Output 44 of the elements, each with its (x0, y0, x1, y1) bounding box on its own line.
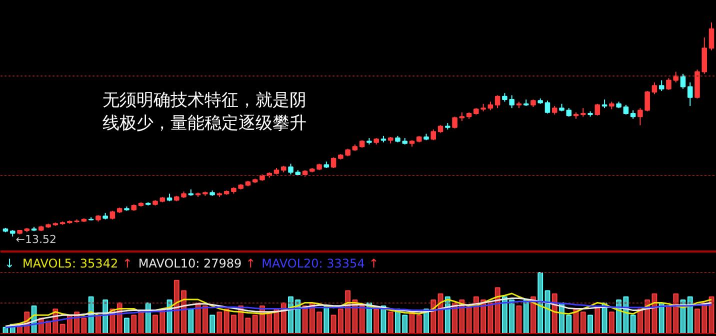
bar (580, 312, 586, 334)
candlestick (544, 100, 550, 114)
bar (124, 318, 130, 334)
bar (516, 306, 522, 334)
candlestick (288, 163, 294, 175)
text: ↑ (368, 256, 379, 270)
candlestick (702, 36, 708, 74)
bar (687, 296, 693, 334)
candlestick (687, 82, 693, 106)
text: MAVOL5: 35342 (22, 256, 118, 270)
candlestick (330, 156, 336, 169)
text: ↑ (246, 256, 256, 270)
annotation: 线极少，量能稳定逐级攀升 (102, 114, 306, 134)
bar (588, 314, 593, 334)
candlestick (708, 22, 714, 51)
bar (608, 312, 614, 334)
candlestick (430, 129, 436, 141)
candlestick (652, 82, 658, 95)
candlestick (658, 80, 664, 92)
annotation: 无须明确技术特征，就是阴 (102, 90, 306, 110)
candlestick (594, 103, 600, 116)
annotation: ←13.52 (16, 233, 56, 246)
bar (658, 302, 664, 334)
bar (374, 308, 380, 334)
bar (359, 306, 365, 334)
candlestick (494, 94, 500, 109)
bar (630, 314, 636, 334)
bar (210, 314, 216, 334)
candlestick (623, 104, 629, 116)
bar (416, 314, 422, 334)
text: ↓ (4, 256, 15, 270)
bar (523, 299, 529, 334)
bar (188, 308, 194, 334)
bar (324, 306, 330, 334)
text: MAVOL20: 33354 (262, 256, 365, 270)
bar (131, 314, 137, 334)
candlestick (452, 116, 458, 129)
bar (388, 312, 394, 334)
text: MAVOL10: 27989 (138, 256, 242, 270)
bar (538, 272, 544, 334)
bar (216, 312, 222, 334)
candlestick (680, 73, 686, 90)
candlestick (509, 94, 514, 109)
text: ↑ (122, 256, 132, 270)
